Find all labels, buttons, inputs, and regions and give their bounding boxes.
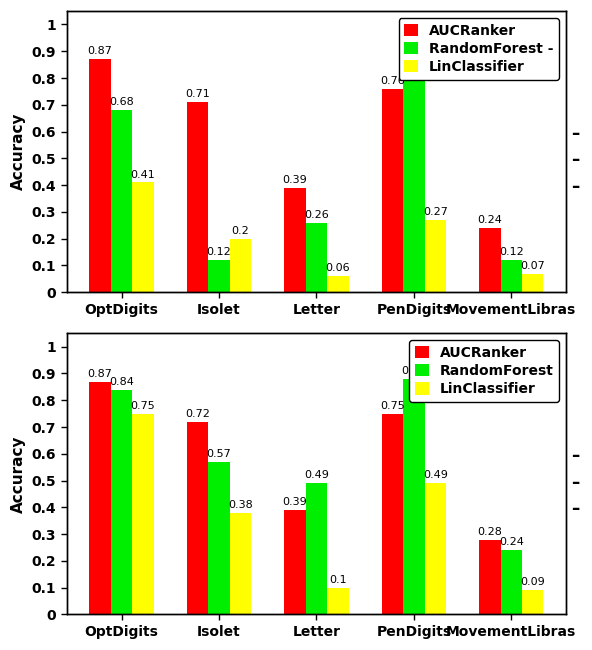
Text: 0.26: 0.26 — [304, 210, 329, 220]
Text: 0.68: 0.68 — [109, 98, 134, 107]
Bar — [187, 102, 208, 292]
Y-axis label: Accuracy: Accuracy — [11, 113, 26, 190]
Bar — [501, 260, 522, 292]
Text: 0.87: 0.87 — [88, 46, 112, 57]
Bar — [382, 413, 403, 614]
Text: 0.24: 0.24 — [477, 215, 502, 225]
Bar — [479, 540, 501, 614]
Bar — [284, 510, 305, 614]
Text: 0.57: 0.57 — [207, 449, 231, 459]
Text: 0.07: 0.07 — [520, 261, 545, 270]
Text: 0.39: 0.39 — [282, 175, 307, 185]
Bar — [208, 260, 230, 292]
Text: 0.24: 0.24 — [499, 538, 524, 547]
Text: 0.49: 0.49 — [304, 471, 329, 480]
Bar — [305, 483, 327, 614]
Bar — [89, 59, 111, 292]
Bar — [305, 223, 327, 292]
Bar — [89, 382, 111, 614]
Text: 0.28: 0.28 — [477, 526, 502, 536]
Bar — [327, 588, 349, 614]
Bar — [522, 590, 543, 614]
Bar — [284, 188, 305, 292]
Bar — [382, 89, 403, 292]
Text: 0.88: 0.88 — [401, 366, 426, 376]
Text: 0.27: 0.27 — [423, 207, 448, 217]
Text: 0.75: 0.75 — [380, 400, 405, 411]
Text: 0.82: 0.82 — [401, 60, 426, 70]
Bar — [230, 513, 251, 614]
Bar — [230, 239, 251, 292]
Bar — [327, 276, 349, 292]
Bar — [403, 73, 424, 292]
Text: 0.39: 0.39 — [282, 497, 307, 507]
Text: 0.71: 0.71 — [185, 89, 210, 99]
Bar — [187, 422, 208, 614]
Bar — [132, 183, 154, 292]
Bar — [424, 483, 446, 614]
Text: 0.38: 0.38 — [228, 500, 253, 510]
Text: 0.2: 0.2 — [231, 226, 249, 236]
Text: 0.84: 0.84 — [109, 376, 134, 387]
Y-axis label: Accuracy: Accuracy — [11, 435, 26, 513]
Bar — [208, 462, 230, 614]
Bar — [132, 413, 154, 614]
Text: 0.72: 0.72 — [185, 409, 210, 419]
Bar — [403, 379, 424, 614]
Text: 0.12: 0.12 — [499, 247, 524, 257]
Legend: AUCRanker, RandomForest -, LinClassifier: AUCRanker, RandomForest -, LinClassifier — [398, 18, 559, 79]
Bar — [111, 111, 132, 293]
Bar — [424, 220, 446, 292]
Bar — [111, 389, 132, 614]
Text: 0.75: 0.75 — [131, 400, 155, 411]
Bar — [479, 228, 501, 292]
Text: 0.12: 0.12 — [207, 247, 231, 257]
Text: 0.41: 0.41 — [131, 170, 155, 179]
Bar — [501, 550, 522, 614]
Text: 0.1: 0.1 — [329, 575, 347, 585]
Bar — [522, 274, 543, 292]
Text: 0.76: 0.76 — [380, 76, 405, 86]
Text: 0.87: 0.87 — [88, 369, 112, 378]
Text: 0.49: 0.49 — [423, 471, 448, 480]
Text: 0.09: 0.09 — [520, 577, 545, 588]
Legend: AUCRanker, RandomForest, LinClassifier: AUCRanker, RandomForest, LinClassifier — [409, 341, 559, 402]
Text: 0.06: 0.06 — [326, 263, 350, 273]
